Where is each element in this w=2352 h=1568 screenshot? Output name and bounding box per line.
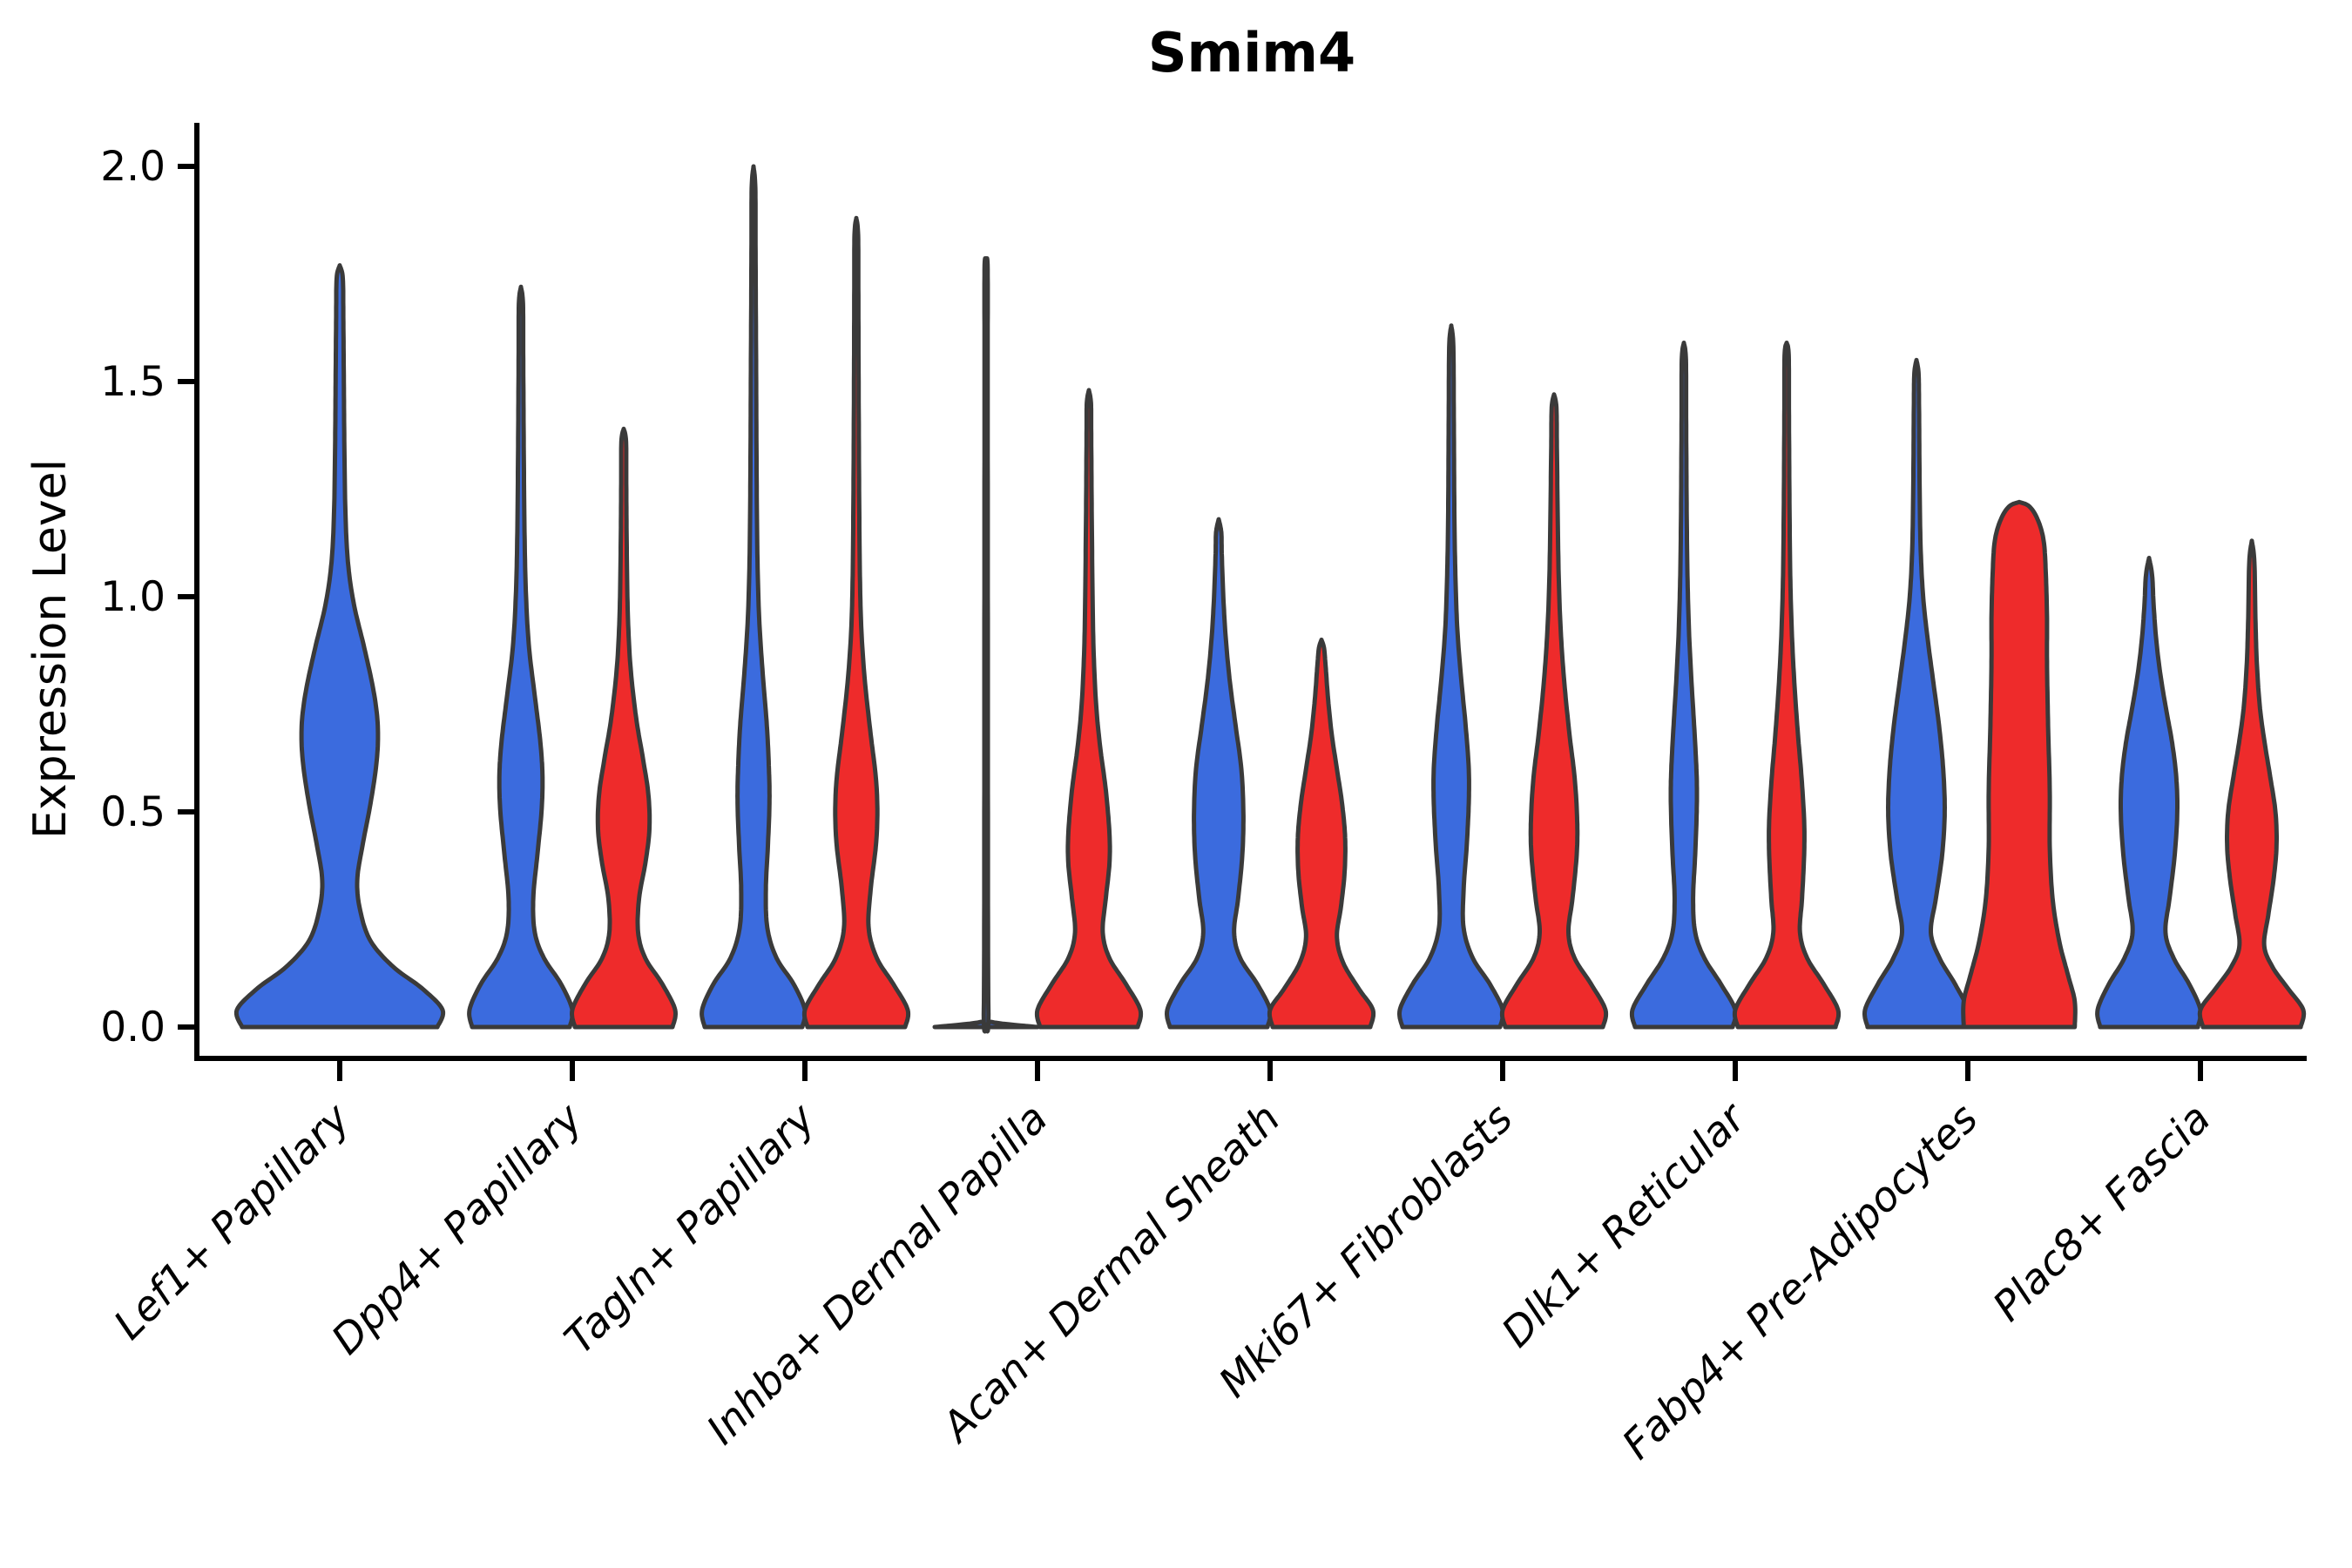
y-tick-label: 1.0 [100, 573, 166, 621]
violin-dlk1-reticular-blue [1629, 341, 1739, 1030]
x-tick-label-plac8-fascia: Plac8+ Fascia [1984, 1095, 2220, 1331]
violin-inhba-dermal-papilla-blue [932, 256, 1040, 1034]
violin-tagln-papillary-blue [700, 164, 808, 1030]
violin-mki67-fibroblasts-blue [1397, 323, 1505, 1030]
violin-lef1-papillary-blue [233, 263, 446, 1030]
violin-inhba-dermal-papilla-red [1034, 388, 1144, 1030]
violin-mki67-fibroblasts-red [1499, 392, 1609, 1030]
violin-tagln-papillary-red [801, 215, 911, 1030]
chart-title: Smim4 [1147, 21, 1356, 84]
violin-dpp4-papillary-blue [467, 284, 575, 1030]
y-tick-label: 0.0 [100, 1004, 166, 1051]
x-tick-label-tagln-papillary: Tagln+ Papillary [556, 1094, 826, 1364]
violin-acan-dermal-sheath-red [1267, 637, 1376, 1030]
violin-dlk1-reticular-red [1732, 341, 1842, 1030]
y-tick-label: 0.5 [100, 788, 166, 836]
x-tick-label-dlk1-reticular: Dlk1+ Reticular [1493, 1093, 1757, 1357]
y-axis-title: Expression Level [24, 458, 77, 840]
violin-acan-dermal-sheath-blue [1165, 517, 1273, 1030]
violin-fabp4-pre-adipocytes-blue [1862, 357, 1970, 1030]
violin-plac8-fascia-red [2197, 538, 2307, 1030]
y-tick-label: 1.5 [100, 358, 166, 406]
violin-plac8-fascia-blue [2095, 556, 2203, 1030]
violin-dpp4-papillary-red [570, 426, 678, 1030]
x-tick-label-lef1-papillary: Lef1+ Papillary [105, 1094, 360, 1349]
x-tick-label-dpp4-papillary: Dpp4+ Papillary [322, 1094, 592, 1364]
y-tick-label: 2.0 [100, 143, 166, 191]
violin-fabp4-pre-adipocytes-red [1961, 499, 2078, 1030]
